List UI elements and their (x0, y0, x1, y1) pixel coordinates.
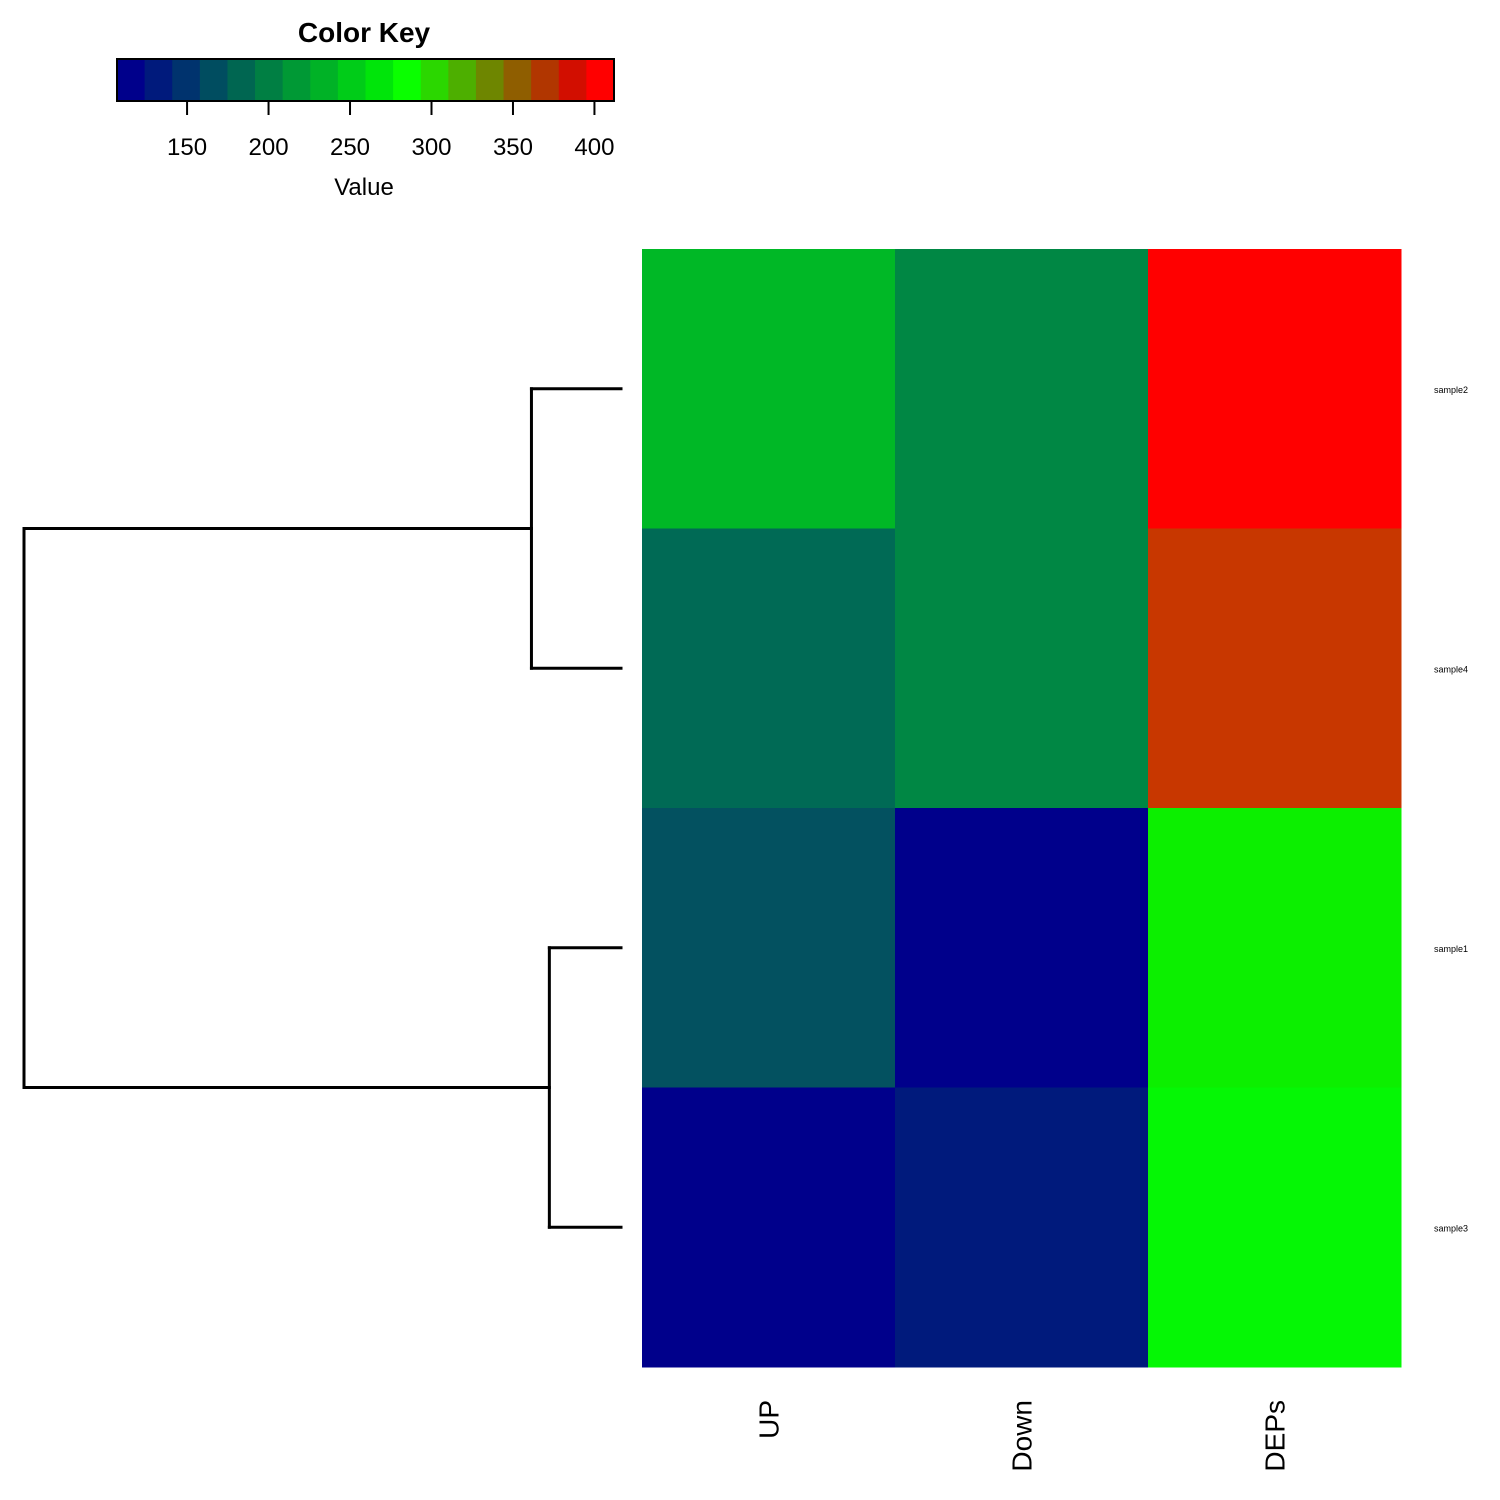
heatmap-cell (642, 808, 896, 1088)
color-key-bin (420, 59, 449, 101)
color-key-tick-label: 150 (167, 134, 207, 161)
color-key-frame (116, 58, 615, 102)
color-key-bin (144, 59, 173, 101)
row-labels: sample2 sample4 sample1 sample3 (1434, 385, 1468, 1234)
color-key-bar (117, 59, 615, 101)
color-key-bin (227, 59, 256, 101)
color-key-bin (199, 59, 229, 101)
color-key-bin (531, 59, 560, 101)
color-key-bin (310, 59, 339, 101)
color-key-bin (475, 59, 505, 101)
color-key-title: Color Key (298, 17, 431, 48)
color-key-bin (337, 59, 367, 101)
color-key-tick-label: 400 (574, 134, 614, 161)
heatmap-cell (895, 249, 1149, 529)
heatmap-cell (895, 1087, 1149, 1368)
color-key-axis: 150 200 250 300 350 400 (167, 101, 614, 161)
heatmap-cell (1148, 1087, 1402, 1368)
color-key-bin (172, 59, 201, 101)
heatmap-cell (895, 808, 1149, 1088)
heatmap-cell (642, 1087, 896, 1368)
color-key-bin (503, 59, 532, 101)
heatmap-cell (1148, 808, 1402, 1088)
heatmap-cell (642, 249, 896, 529)
row-dendrogram (22, 387, 623, 1229)
column-labels: UP Down DEPs (754, 1400, 1291, 1472)
heatmap-cell (895, 528, 1149, 809)
color-key-bin (448, 59, 477, 101)
row-label: sample1 (1434, 944, 1468, 954)
color-key-tick-label: 300 (411, 134, 451, 161)
color-key-tick-label: 200 (249, 134, 289, 161)
color-key-bin (393, 59, 422, 101)
heatmap-cell (1148, 249, 1402, 529)
row-label: sample2 (1434, 385, 1468, 395)
column-label: Down (1007, 1400, 1038, 1472)
color-key-bin (282, 59, 311, 101)
heatmap-cell (642, 528, 896, 809)
row-label: sample4 (1434, 664, 1468, 674)
color-key-tick-label: 250 (330, 134, 370, 161)
row-label: sample3 (1434, 1223, 1468, 1233)
column-label: UP (754, 1400, 785, 1439)
color-key-bin (117, 59, 146, 101)
heatmap-cell (1148, 528, 1402, 809)
color-key-xlabel: Value (334, 174, 394, 201)
color-key-bin (255, 59, 284, 101)
color-key-bin (558, 59, 587, 101)
heatmap-cells (642, 249, 1402, 1368)
color-key-tick-label: 350 (493, 134, 533, 161)
color-key: Color Key 150 200 250 300 350 400 Value (116, 17, 615, 201)
column-label: DEPs (1260, 1400, 1291, 1472)
color-key-bin (586, 59, 615, 101)
color-key-bin (365, 59, 394, 101)
